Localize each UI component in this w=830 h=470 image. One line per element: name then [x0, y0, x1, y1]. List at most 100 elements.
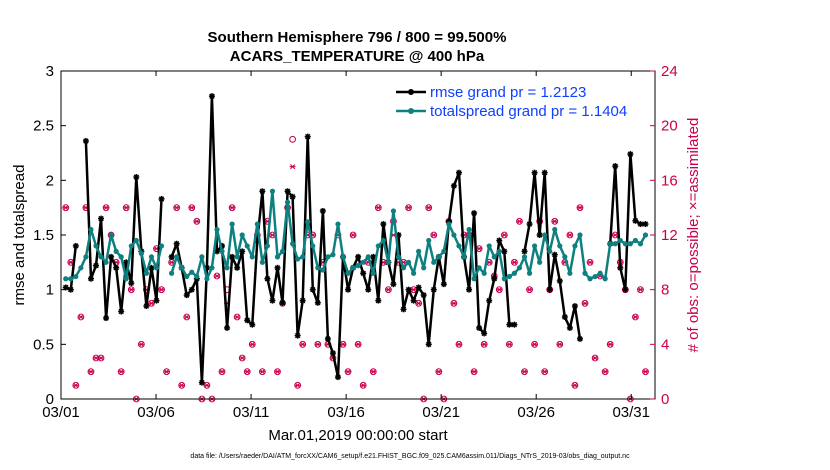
spread-point — [279, 248, 286, 254]
rmse-point — [67, 286, 74, 293]
spread-point — [194, 273, 200, 280]
rmse-marker-stroke — [229, 254, 235, 260]
rmse-point — [62, 284, 69, 291]
spread-point — [622, 241, 628, 247]
obs-assimilated-point — [103, 205, 110, 211]
rmse-marker-stroke — [506, 321, 513, 328]
rmse-marker-stroke — [108, 254, 114, 260]
obs-assimilated-point — [274, 369, 281, 375]
spread-point — [481, 270, 487, 276]
rmse-point — [153, 297, 160, 304]
rmse-marker-stroke — [541, 169, 548, 176]
rmse-marker-stroke — [380, 221, 387, 227]
legend-spread-marker — [408, 108, 414, 114]
rmse-marker-stroke — [622, 286, 629, 293]
rmse-marker-stroke — [325, 336, 331, 342]
obs-assimilated-point — [425, 205, 432, 211]
spread-point — [330, 252, 336, 258]
rmse-point — [148, 264, 155, 271]
spread-point — [239, 232, 245, 238]
spread-point — [305, 219, 311, 225]
spread-point — [73, 273, 79, 280]
rmse-marker-stroke — [289, 194, 296, 200]
x-tick-label: 03/26 — [517, 404, 555, 421]
rmse-point — [466, 286, 473, 293]
obs-assimilated-point — [314, 341, 321, 347]
spread-point — [219, 248, 225, 254]
obs-assimilated-point — [410, 287, 417, 293]
spread-point — [148, 254, 155, 260]
spread-point — [249, 254, 255, 260]
rmse-point — [118, 308, 125, 315]
rmse-marker-stroke — [158, 196, 165, 202]
spread-point — [496, 248, 502, 254]
legend-rmse-label: rmse grand pr = 1.2123 — [430, 84, 586, 101]
rmse-marker-stroke — [98, 215, 104, 222]
rmse-point — [239, 248, 246, 255]
spread-point — [632, 237, 639, 244]
spread-point — [461, 254, 467, 260]
rmse-marker-stroke — [93, 262, 99, 269]
rmse-marker-stroke — [249, 321, 256, 328]
rmse-marker-stroke — [451, 183, 457, 189]
rmse-marker-stroke — [244, 317, 250, 324]
rmse-point — [410, 297, 417, 304]
rmse-marker-stroke — [118, 308, 124, 315]
rmse-point — [627, 151, 634, 158]
spread-point — [471, 276, 477, 282]
obs-assimilated-point — [294, 382, 301, 388]
obs-assimilated-point — [642, 369, 649, 375]
rmse-point — [612, 163, 619, 170]
rmse-point — [309, 286, 316, 293]
spread-point — [562, 254, 568, 260]
spread-point — [486, 243, 492, 249]
obs-assimilated-point — [566, 232, 573, 238]
rmse-point — [556, 277, 563, 284]
spread-point — [537, 259, 543, 265]
spread-point — [133, 237, 139, 244]
rmse-point — [511, 321, 518, 328]
rmse-marker-stroke — [148, 265, 155, 271]
obs-assimilated-point — [471, 369, 478, 375]
obs-assimilated-point — [183, 314, 190, 320]
obs-assimilated-point — [430, 232, 437, 238]
chart-title-line2: ACARS_TEMPERATURE @ 400 hPa — [230, 48, 485, 65]
rmse-marker-stroke — [501, 248, 508, 255]
spread-point — [501, 276, 507, 282]
obs-assimilated-point — [158, 287, 165, 293]
rmse-marker-stroke — [491, 276, 497, 282]
spread-point — [169, 270, 175, 276]
rmse-marker-stroke — [83, 138, 89, 144]
spread-point — [602, 276, 608, 282]
rmse-marker-stroke — [637, 221, 644, 227]
rmse-marker-stroke — [284, 188, 291, 194]
rmse-point — [430, 286, 437, 293]
obs-assimilated-point — [193, 218, 200, 224]
obs-assimilated-point — [259, 369, 266, 375]
obs-assimilated-point — [148, 300, 155, 306]
spread-point — [360, 259, 366, 265]
rmse-point — [491, 275, 498, 282]
obs-assimilated-point — [188, 205, 195, 211]
rmse-point — [440, 281, 447, 288]
y-tick-label: 2 — [46, 172, 54, 189]
rmse-marker-stroke — [168, 254, 175, 260]
spread-point — [441, 248, 447, 254]
rmse-marker-stroke — [73, 243, 79, 249]
obs-assimilated-point — [98, 355, 105, 361]
rmse-marker-stroke — [299, 297, 306, 304]
obs-assimilated-point — [62, 205, 69, 211]
spread-point — [617, 237, 623, 244]
rmse-marker-stroke — [375, 297, 382, 304]
spread-point — [516, 265, 523, 271]
rmse-marker-stroke — [431, 286, 437, 293]
obs-assimilated-point — [87, 369, 94, 375]
spread-point — [476, 265, 482, 271]
obs-assimilated-point — [203, 382, 210, 388]
rmse-marker-stroke — [68, 286, 74, 293]
rmse-marker-stroke — [612, 163, 618, 169]
rmse-marker-stroke — [234, 265, 240, 271]
obs-assimilated-point — [234, 314, 241, 320]
rmse-marker-stroke — [128, 280, 135, 286]
obs-assimilated-point — [370, 369, 377, 375]
